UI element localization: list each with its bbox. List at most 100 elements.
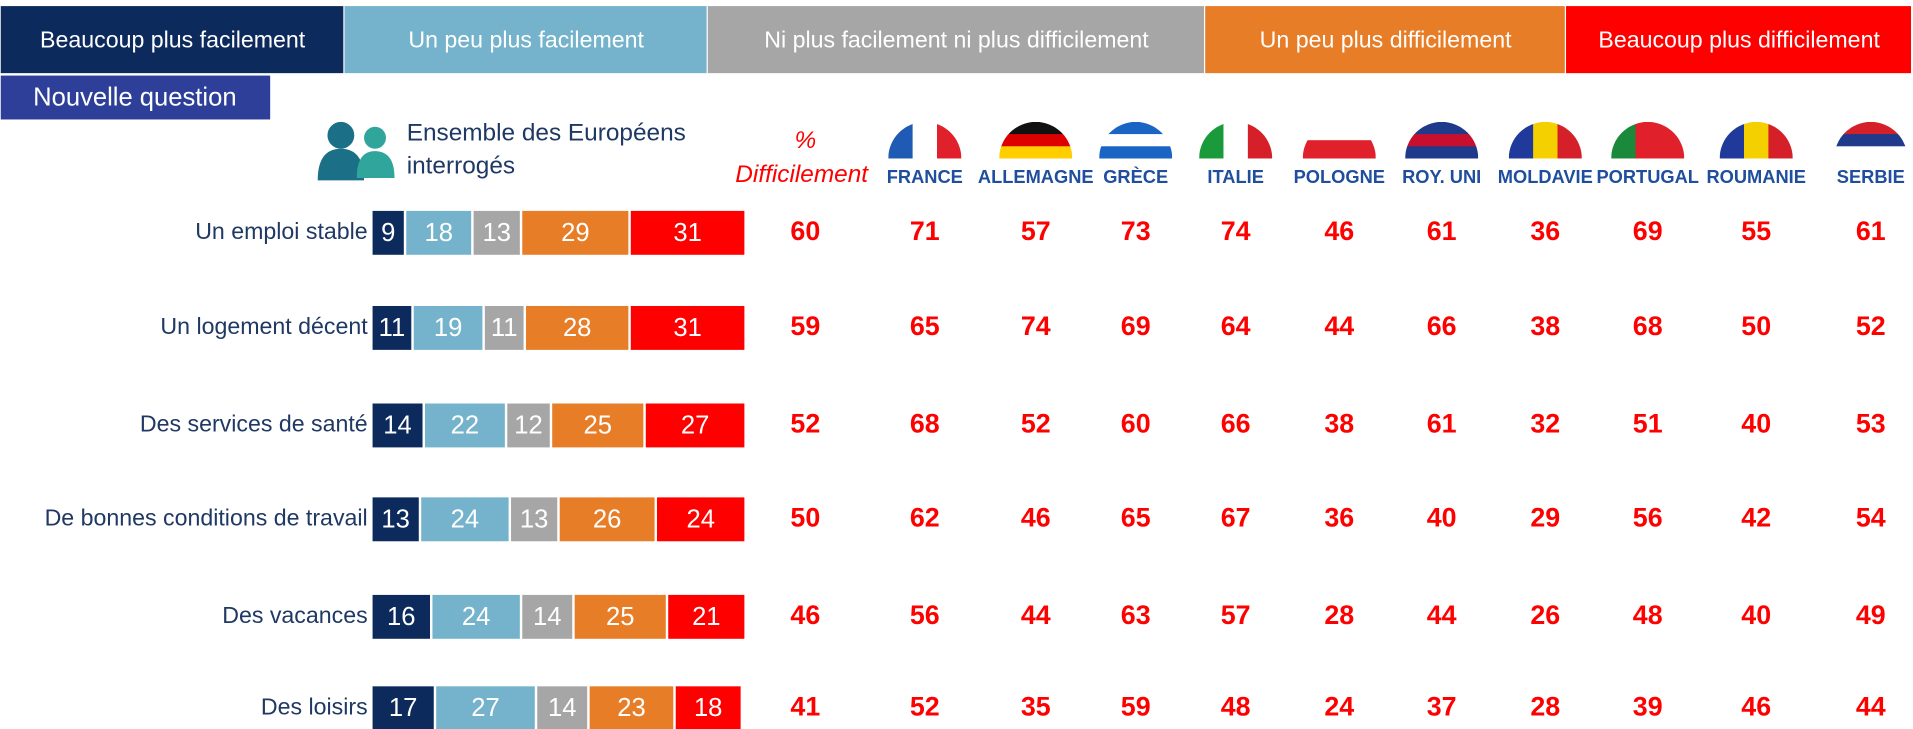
country-value: 67 [1221,502,1251,532]
country-value: 69 [1633,216,1663,246]
country-value: 63 [1121,600,1151,630]
bar-label: 27 [681,411,709,439]
bar-segment [675,686,741,729]
country-value: 36 [1324,502,1354,532]
legend-label: Un peu plus difficilement [1260,27,1512,53]
difficult-total: 41 [790,691,820,721]
bar-label: 14 [383,411,411,439]
country-value: 65 [910,311,940,341]
flag-stripe [1719,121,1745,159]
bar-label: 22 [451,411,479,439]
bar-label: 24 [451,505,479,533]
country-value: 52 [1856,311,1886,341]
country-value: 44 [1427,600,1457,630]
bar-segment [413,305,483,350]
country-name: POLOGNE [1294,166,1385,187]
flag-stripe [1659,121,1685,159]
flag [1302,121,1376,159]
country-value: 48 [1633,600,1663,630]
country-value: 56 [1633,502,1663,532]
country-name: ALLEMAGNE [978,166,1094,187]
legend-box [707,6,1204,74]
bar-label: 14 [548,694,576,722]
legend-box [344,6,707,74]
country-value: 73 [1121,216,1151,246]
difficult-header: Difficilement [735,161,869,188]
bar-label: 23 [617,694,645,722]
flag-stripe [999,146,1073,159]
bar-label: 17 [389,694,417,722]
country-value: 36 [1530,216,1560,246]
country-value: 56 [910,600,940,630]
country-name: PORTUGAL [1596,166,1699,187]
bar-segment [630,305,745,350]
difficult-total: 59 [790,311,820,341]
country-value: 53 [1856,409,1886,439]
country-value: 60 [1121,409,1151,439]
country-value: 66 [1221,409,1251,439]
country-value: 59 [1121,691,1151,721]
bar-label: 13 [381,505,409,533]
flag [1099,121,1173,159]
bar-label: 11 [491,314,518,342]
flag [1405,121,1479,159]
bar-label: 18 [424,219,452,247]
country-value: 38 [1530,311,1560,341]
legend-label: Beaucoup plus difficilement [1598,27,1880,53]
bar-segment [522,210,629,255]
country-value: 64 [1221,311,1251,341]
country-value: 44 [1324,311,1354,341]
flag-stripe [1533,121,1559,159]
flag-stripe [1508,121,1534,159]
difficult-header: % [794,127,816,154]
country-value: 44 [1856,691,1886,721]
country-value: 74 [1221,216,1251,246]
bar-label: 18 [694,694,722,722]
bar-label: 21 [692,603,720,631]
bar-segment [473,210,520,255]
country-value: 46 [1324,216,1354,246]
bar-label: 16 [387,603,415,631]
flag-stripe [1405,134,1479,147]
bar-label: 14 [533,603,561,631]
country-value: 44 [1021,600,1051,630]
country-value: 74 [1021,311,1051,341]
bar-segment [526,305,629,350]
country-value: 35 [1021,691,1051,721]
legend-label: Un peu plus facilement [408,27,644,53]
difficult-total: 60 [790,216,820,246]
category-label: Un logement décent [160,313,368,339]
bar-segment [421,497,509,542]
bar-label: 13 [520,505,548,533]
flag-stripe [1302,121,1376,141]
country-value: 49 [1856,600,1886,630]
legend-label: Ni plus facilement ni plus difficilement [764,27,1149,53]
bar-segment [589,686,674,729]
bar-segment [559,497,655,542]
badge: Nouvelle question [33,84,236,112]
legend-box [0,6,344,74]
category-label: Des services de santé [140,411,368,437]
flag-stripe [936,121,962,159]
country-value: 69 [1121,311,1151,341]
flag-stripe [1834,134,1908,147]
country-value: 57 [1221,600,1251,630]
bar-segment [372,497,419,542]
bar-segment [372,686,434,729]
bar-label: 19 [434,314,462,342]
country-value: 50 [1741,311,1771,341]
badge-box [0,75,271,120]
bar-label: 28 [563,314,591,342]
flag-stripe [1405,121,1479,135]
flag-stripe [1302,140,1376,159]
country-value: 40 [1741,600,1771,630]
country-value: 61 [1427,409,1457,439]
bar-label: 25 [606,603,634,631]
bar-segment [668,594,745,639]
country-value: 52 [910,691,940,721]
flag-stripe [1099,121,1173,135]
bar-segment [511,497,558,542]
country-value: 46 [1021,502,1051,532]
country-value: 52 [1021,409,1051,439]
